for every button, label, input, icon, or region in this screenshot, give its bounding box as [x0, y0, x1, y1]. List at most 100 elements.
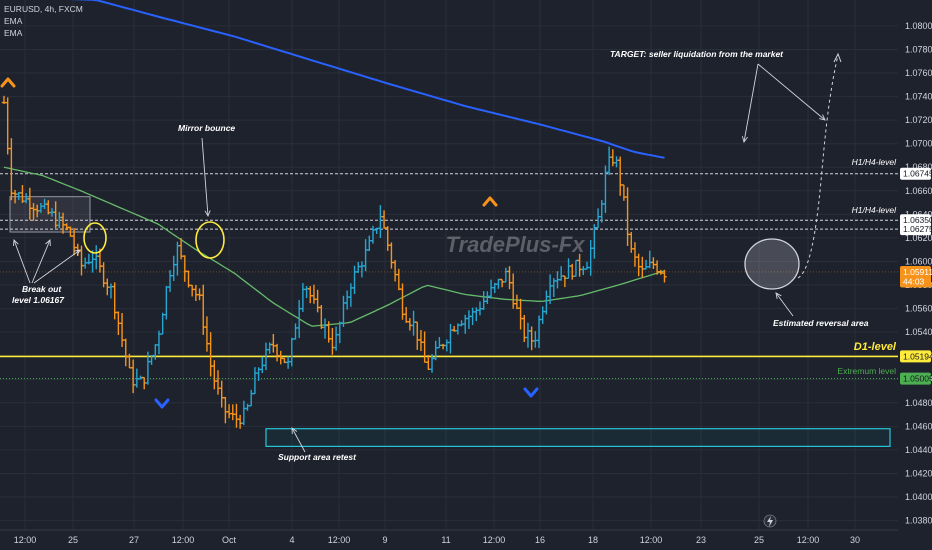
chevron-up-icon	[482, 196, 498, 207]
price-label-bg	[900, 275, 931, 288]
label-h1h4-level-1: H1/H4-level	[852, 157, 898, 167]
indicator-ema-2[interactable]: EMA	[4, 28, 23, 38]
pointer-arrow	[743, 63, 759, 143]
price-label-text: 1.06745	[903, 169, 932, 179]
price-label-text: 1.05194	[903, 351, 932, 361]
indicator-ema-1[interactable]: EMA	[4, 16, 23, 26]
price-label-tag: 1.05911	[900, 265, 932, 278]
price-label-tag: 1.05005	[900, 372, 932, 385]
x-tick-label: 12:00	[797, 535, 820, 545]
y-tick-label: 1.04000	[905, 492, 932, 502]
price-label-text: 1.05005	[903, 374, 932, 384]
annotation-mirror-bounce: Mirror bounce	[178, 123, 235, 133]
levels-layer	[0, 173, 898, 380]
drawings-layer	[0, 52, 842, 528]
arrow-head	[12, 239, 19, 247]
pointer-arrow	[13, 239, 31, 284]
pointer-arrow	[201, 137, 209, 217]
price-label-text: 1.06350	[903, 215, 932, 225]
price-label-text: 44:03	[903, 276, 925, 286]
price-axis[interactable]: 1.08000 1.07800 1.07600 1.07400 1.07200 1.070…	[898, 0, 932, 550]
y-tick-label: 1.06200	[905, 233, 932, 243]
ema-fast-line[interactable]	[3, 166, 665, 327]
pointer-arrow	[757, 63, 826, 121]
price-label-text: 1.05911	[903, 267, 932, 277]
y-tick-label: 1.06600	[905, 186, 932, 196]
y-tick-label: 1.07400	[905, 92, 932, 102]
symbol-title: EURUSD, 4h, FXCM	[4, 4, 83, 14]
circle-mirror-bounce	[195, 221, 225, 259]
annotation-reversal-area: Estimated reversal area	[773, 318, 869, 328]
y-tick-label: 1.04400	[905, 445, 932, 455]
breakout-box	[9, 196, 91, 233]
label-extremum-level: Extremum level	[837, 366, 896, 376]
candles-layer	[1, 95, 667, 429]
chevron-up-icon	[0, 77, 16, 88]
x-tick-label: 4	[289, 535, 294, 545]
annotation-support-retest: Support area retest	[278, 452, 357, 462]
x-tick-label: 23	[696, 535, 706, 545]
y-tick-label: 1.04800	[905, 398, 932, 408]
circle-breakout-retest	[83, 222, 107, 254]
x-tick-label: 9	[382, 535, 387, 545]
price-label-tag: 44:03	[900, 275, 931, 288]
x-tick-label: 12:00	[640, 535, 663, 545]
arrow-head	[819, 114, 826, 121]
grid	[0, 0, 898, 530]
y-tick-label: 1.06000	[905, 256, 932, 266]
arrow-head	[204, 210, 211, 218]
price-label-bg	[900, 265, 931, 278]
x-tick-label: 12:00	[14, 535, 37, 545]
y-tick-label: 1.04600	[905, 421, 932, 431]
price-label-tag: 1.06745	[900, 167, 932, 180]
y-tick-label: 1.07200	[905, 115, 932, 125]
watermark: TradePlus-Fx	[446, 232, 586, 257]
annotation-break-out: Break out	[22, 284, 62, 294]
lightning-icon[interactable]	[763, 514, 777, 528]
price-label-tag: 1.06275	[900, 223, 932, 236]
y-tick-label: 1.04200	[905, 468, 932, 478]
circle-reversal-area	[744, 238, 800, 290]
arrow-head	[741, 136, 748, 144]
x-tick-label: 25	[754, 535, 764, 545]
price-label-bg	[900, 372, 931, 385]
annotation-break-out-level: level 1.06167	[12, 295, 65, 305]
pointer-arrow	[31, 239, 51, 284]
label-d1-level: D1-level	[854, 341, 897, 353]
x-tick-label: 18	[588, 535, 598, 545]
x-tick-label: Oct	[222, 535, 237, 545]
ohlc-bar[interactable]	[662, 269, 667, 283]
x-tick-label: 30	[850, 535, 860, 545]
arrow-head	[775, 292, 782, 299]
price-label-tag: 1.05194	[900, 350, 932, 363]
pointer-arrow	[33, 249, 81, 284]
chevron-down-icon	[154, 398, 170, 409]
chevron-down-icon	[523, 387, 539, 398]
price-label-bg	[900, 350, 931, 363]
pointer-arrow	[291, 427, 306, 453]
y-tick-label: 1.07000	[905, 139, 932, 149]
annotation-target: TARGET: seller liquidation from the mark…	[610, 49, 784, 59]
x-tick-label: 27	[129, 535, 139, 545]
arrow-head	[74, 249, 81, 256]
x-tick-label: 11	[441, 535, 450, 545]
y-tick-label: 1.07800	[905, 44, 932, 54]
price-label-text: 1.06275	[903, 224, 932, 234]
ema-slow-line[interactable]	[4, 0, 665, 159]
x-tick-label: 16	[535, 535, 545, 545]
lightning-icon-glyph	[767, 516, 773, 527]
arrow-head	[291, 427, 298, 435]
y-tick-label: 1.08000	[905, 21, 932, 31]
time-axis[interactable]: 12:00 25 27 12:00 Oct 4 12:00 9 11 12:00 16 18 12:00…	[0, 529, 898, 545]
label-h1h4-level-2: H1/H4-level	[852, 205, 898, 215]
x-tick-label: 25	[68, 535, 78, 545]
support-zone	[265, 428, 891, 447]
price-label-bg	[900, 223, 931, 236]
y-tick-label: 1.07600	[905, 68, 932, 78]
x-tick-label: 12:00	[172, 535, 195, 545]
projected-arrow-head	[833, 52, 842, 63]
x-tick-label: 12:00	[328, 535, 351, 545]
